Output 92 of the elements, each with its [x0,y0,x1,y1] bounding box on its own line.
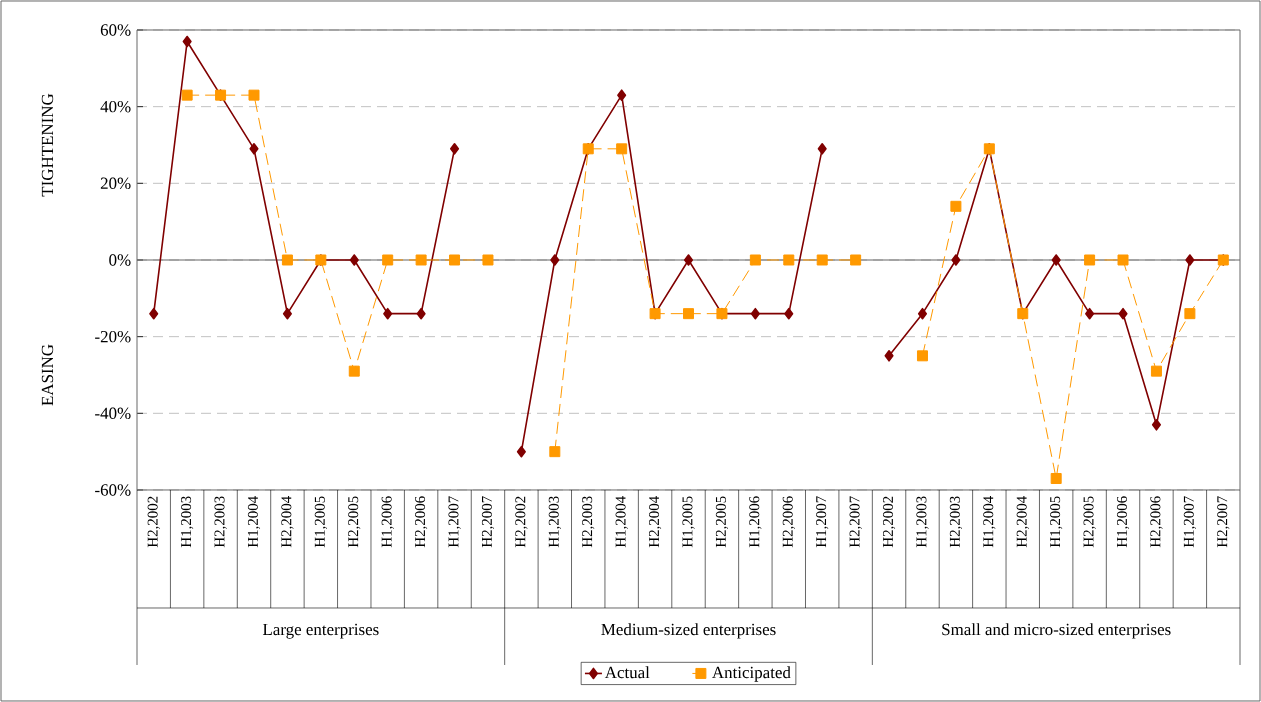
point [382,254,394,266]
point [282,307,292,320]
point [1184,308,1196,320]
point [349,254,359,266]
x-tick-label: H2,2005 [715,496,729,548]
point [1150,365,1162,377]
point [950,200,962,212]
x-tick-label: H2,2003 [949,496,963,548]
x-tick-label: H1,2004 [983,496,996,548]
point [482,254,494,266]
text: EASING [41,344,54,406]
point [617,89,627,101]
x-tick-label: H1,2007 [816,496,829,548]
x-tick-label: H2,2006 [782,496,795,548]
x-tick-label: H1,2007 [448,496,461,548]
point [415,254,427,266]
x-tick-label: H1,2006 [1116,496,1130,548]
point [1118,307,1128,320]
point [383,307,393,320]
x-tick-label: H2,2002 [147,496,160,548]
x-tick-label: H1,2004 [615,496,628,548]
x-tick-label: H2,2007 [1217,496,1230,548]
legend-label: Actual [604,666,650,679]
y-axis-title: TIGHTENING [41,93,54,197]
x-tick-label: H1,2006 [381,496,394,548]
x-tick-label: H2,2002 [515,496,528,548]
x-tick-label: H2,2007 [481,496,495,548]
point [348,365,360,377]
text: Medium-sized enterprises [601,623,776,639]
point [951,254,961,266]
point [1117,254,1129,266]
y-tick-label: 20% [100,177,131,190]
point [683,254,694,266]
point [549,446,561,458]
point [884,350,894,362]
point [750,307,760,320]
y-tick-label: 0% [109,254,131,266]
point [816,254,828,266]
x-tick-label: H2,2005 [1083,496,1096,548]
y-tick-label: -60% [95,484,131,496]
x-tick-label: H2,2004 [281,496,294,548]
x-tick-label: H2,2005 [348,496,361,548]
point [149,307,159,320]
x-tick-label: H2,2006 [1150,496,1163,548]
x-tick-label: H1,2005 [314,496,327,548]
point [1085,307,1095,320]
x-tick-label: H1,2005 [682,496,695,548]
point [181,89,193,101]
point [182,35,192,48]
point [916,350,928,362]
point [817,143,827,155]
point [416,307,426,320]
x-tick-label: H1,2003 [181,496,194,548]
x-tick-label: H2,2002 [882,496,896,548]
x-tick-label: H1,2004 [247,496,261,548]
y-tick-label: 60% [100,24,131,36]
point [449,143,460,155]
point [1151,419,1161,431]
point [683,308,695,320]
text: Small and micro-sized enterprises [942,623,1171,639]
x-tick-label: H2,2004 [1016,496,1029,548]
point [249,143,259,155]
text: Large enterprises [262,623,379,639]
point [749,254,761,266]
x-tick-label: H1,2003 [916,496,929,548]
point [1084,254,1096,266]
x-tick-label: H2,2003 [214,496,227,548]
point [616,143,628,155]
point [550,254,560,266]
y-tick-label: -20% [95,330,131,343]
point [516,445,526,458]
x-tick-label: H1,2003 [548,496,561,548]
y-tick-label: 40% [100,100,131,113]
x-tick-label: H1,2006 [749,496,762,548]
x-tick-label: H1,2005 [1050,496,1063,548]
legend-label: Anticipated [712,666,791,682]
x-tick-label: H2,2004 [648,496,662,548]
point [1185,254,1195,266]
x-tick-label: H2,2007 [849,496,862,548]
point [850,254,862,266]
point [1050,472,1062,484]
point [783,254,795,266]
point [784,307,794,320]
x-tick-label: H2,2006 [415,496,428,548]
point [1051,254,1061,266]
point [449,254,461,266]
y-tick-label: -40% [95,407,131,420]
point [248,89,260,101]
x-tick-label: H2,2003 [582,496,595,548]
x-tick-label: H1,2007 [1183,496,1196,548]
point [281,254,293,266]
point [917,307,928,320]
